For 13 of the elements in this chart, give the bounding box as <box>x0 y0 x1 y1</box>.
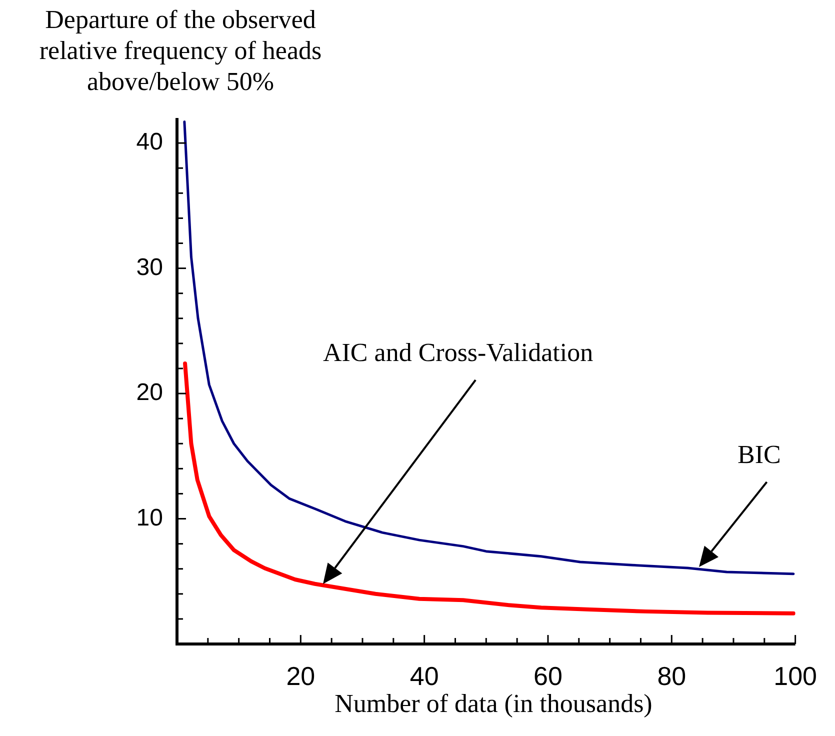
x-tick-label: 100 <box>774 660 818 691</box>
y-tick-label: 40 <box>136 128 163 156</box>
x-tick-label: 60 <box>534 660 562 691</box>
x-tick-label: 40 <box>410 660 439 691</box>
x-tick-label: 80 <box>657 660 686 691</box>
y-tick-label: 20 <box>136 379 163 406</box>
y-axis-title: Departure of the observed relative frequency of heads above/below 50% <box>38 4 323 97</box>
x-tick-label: 20 <box>286 660 316 691</box>
y-tick-label: 30 <box>136 254 163 281</box>
y-tick-label: 10 <box>136 504 163 532</box>
annotation: BIC <box>738 440 781 470</box>
x-axis-title: Number of data (in thousands) <box>334 689 652 718</box>
annotation: AIC and Cross-Validation <box>323 338 594 368</box>
